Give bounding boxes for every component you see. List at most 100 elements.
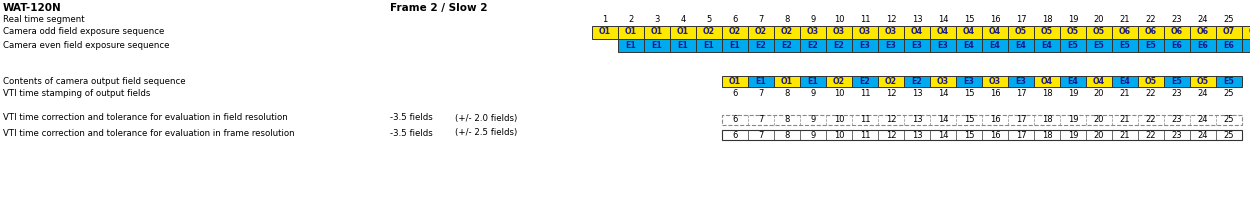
Bar <box>1086 38 1112 51</box>
Text: 24: 24 <box>1198 88 1209 98</box>
Text: 20: 20 <box>1094 130 1104 140</box>
Text: O3: O3 <box>885 27 898 36</box>
Text: O3: O3 <box>989 76 1001 86</box>
Text: 5: 5 <box>706 15 711 23</box>
Text: O2: O2 <box>885 76 898 86</box>
Bar <box>670 25 696 38</box>
Text: 21: 21 <box>1120 88 1130 98</box>
Text: O5: O5 <box>1198 76 1209 86</box>
Text: 20: 20 <box>1094 15 1104 23</box>
Text: 10: 10 <box>834 116 844 124</box>
Text: 18: 18 <box>1041 15 1052 23</box>
Bar <box>904 38 930 51</box>
Bar <box>592 25 618 38</box>
Text: 11: 11 <box>860 130 870 140</box>
Text: O7: O7 <box>1222 27 1235 36</box>
Text: E2: E2 <box>911 76 922 86</box>
Bar <box>1242 38 1250 51</box>
Bar <box>1034 25 1060 38</box>
Bar <box>1138 38 1164 51</box>
Text: Contents of camera output field sequence: Contents of camera output field sequence <box>2 76 186 86</box>
Text: 13: 13 <box>911 88 922 98</box>
Text: O3: O3 <box>832 27 845 36</box>
Bar <box>930 25 956 38</box>
Text: O4: O4 <box>1092 76 1105 86</box>
Bar <box>1034 38 1060 51</box>
Text: E1: E1 <box>730 40 740 49</box>
Text: 19: 19 <box>1068 88 1079 98</box>
Bar <box>878 75 904 86</box>
Text: 10: 10 <box>834 130 844 140</box>
Text: 23: 23 <box>1171 130 1182 140</box>
Bar <box>1164 75 1190 86</box>
Bar <box>1216 75 1242 86</box>
Bar <box>1190 75 1216 86</box>
Text: WAT-120N: WAT-120N <box>2 3 61 13</box>
Text: 22: 22 <box>1146 130 1156 140</box>
Bar <box>956 25 982 38</box>
Text: 25: 25 <box>1224 116 1234 124</box>
Bar <box>956 75 982 86</box>
Text: O2: O2 <box>703 27 715 36</box>
Text: E2: E2 <box>755 40 766 49</box>
Text: 4: 4 <box>680 15 685 23</box>
Bar <box>878 38 904 51</box>
Text: 16: 16 <box>990 88 1000 98</box>
Text: O5: O5 <box>1068 27 1079 36</box>
Text: 6: 6 <box>732 116 738 124</box>
Text: O3: O3 <box>808 27 819 36</box>
Text: E3: E3 <box>885 40 896 49</box>
Text: 25: 25 <box>1224 15 1234 23</box>
Text: O2: O2 <box>832 76 845 86</box>
Text: 25: 25 <box>1224 88 1234 98</box>
Text: O1: O1 <box>651 27 662 36</box>
Text: 12: 12 <box>886 116 896 124</box>
Text: O5: O5 <box>1145 76 1158 86</box>
Bar <box>1034 75 1060 86</box>
Text: O5: O5 <box>1092 27 1105 36</box>
Text: 17: 17 <box>1016 130 1026 140</box>
Text: O4: O4 <box>962 27 975 36</box>
Text: 16: 16 <box>990 15 1000 23</box>
Bar <box>878 25 904 38</box>
Text: 24: 24 <box>1198 15 1209 23</box>
Text: 25: 25 <box>1224 130 1234 140</box>
Text: E5: E5 <box>1224 76 1235 86</box>
Text: O1: O1 <box>781 76 792 86</box>
Text: 15: 15 <box>964 116 974 124</box>
Bar <box>1086 25 1112 38</box>
Bar <box>774 75 800 86</box>
Text: 16: 16 <box>990 116 1000 124</box>
Text: O3: O3 <box>859 27 871 36</box>
Text: 1: 1 <box>602 15 608 23</box>
Text: Real time segment: Real time segment <box>2 15 85 23</box>
Text: 11: 11 <box>860 15 870 23</box>
Text: 13: 13 <box>911 130 922 140</box>
Text: 22: 22 <box>1146 15 1156 23</box>
Text: O1: O1 <box>678 27 689 36</box>
Bar <box>644 25 670 38</box>
Text: 23: 23 <box>1171 116 1182 124</box>
Text: O2: O2 <box>781 27 792 36</box>
Text: 18: 18 <box>1041 116 1052 124</box>
Text: 16: 16 <box>990 130 1000 140</box>
Text: 19: 19 <box>1068 15 1079 23</box>
Text: 24: 24 <box>1198 116 1209 124</box>
Bar <box>774 38 800 51</box>
Text: 14: 14 <box>938 15 949 23</box>
Text: E5: E5 <box>1094 40 1105 49</box>
Bar <box>1112 75 1138 86</box>
Text: E4: E4 <box>1041 40 1052 49</box>
Bar <box>748 25 774 38</box>
Bar <box>1112 38 1138 51</box>
Text: 21: 21 <box>1120 15 1130 23</box>
Text: Camera even field exposure sequence: Camera even field exposure sequence <box>2 40 170 49</box>
Text: E2: E2 <box>860 76 870 86</box>
Text: 23: 23 <box>1171 15 1182 23</box>
Bar <box>1060 25 1086 38</box>
Text: 15: 15 <box>964 130 974 140</box>
Text: 7: 7 <box>759 116 764 124</box>
Text: 8: 8 <box>784 130 790 140</box>
Bar <box>722 115 1242 125</box>
Bar <box>982 38 1008 51</box>
